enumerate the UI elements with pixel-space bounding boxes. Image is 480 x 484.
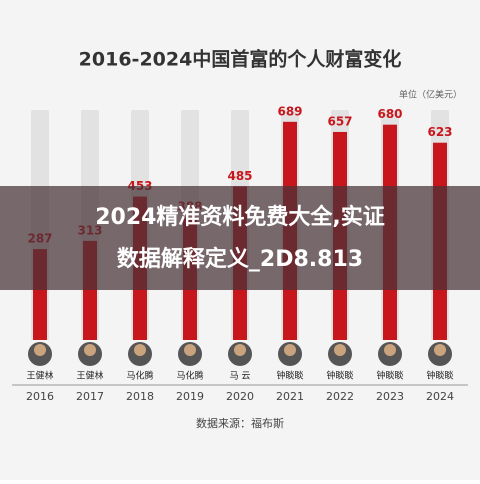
x-tick-label: 2023 [376,390,404,403]
person-name: 钟睒睒 [376,370,403,382]
x-tick-label: 2016 [26,390,54,403]
portrait-face [184,344,196,356]
person-name: 王健林 [26,370,53,382]
value-label: 657 [327,114,352,128]
portrait-face [234,344,246,356]
value-label: 623 [427,125,452,139]
x-tick-label: 2017 [76,390,104,403]
person-name: 马化腾 [126,370,153,382]
value-label: 689 [277,104,302,118]
portrait-face [334,344,346,356]
person-name: 钟睒睒 [326,370,353,382]
person-name: 钟睒睒 [276,370,303,382]
x-tick-label: 2020 [226,390,254,403]
x-tick-label: 2022 [326,390,354,403]
x-tick-label: 2021 [276,390,304,403]
chart-title: 2016-2024中国首富的个人财富变化 [79,48,402,71]
portrait-face [84,344,96,356]
overlay-text: 数据解释定义_2D8.813 [117,246,363,272]
portrait-face [384,344,396,356]
portrait-face [434,344,446,356]
x-tick-label: 2019 [176,390,204,403]
overlay-banner [0,186,480,290]
source: 数据来源：福布斯 [196,416,284,430]
unit-label: 单位（亿美元） [399,89,462,101]
portrait-face [134,344,146,356]
value-label: 485 [227,169,252,183]
person-name: 马 云 [230,371,251,382]
person-name: 钟睒睒 [426,370,453,382]
value-label: 680 [377,107,402,121]
overlay-text: 2024精准资料免费大全,实证 [95,204,385,230]
portrait-face [34,344,46,356]
person-name: 王健林 [76,370,103,382]
portrait-face [284,344,296,356]
x-tick-label: 2024 [426,390,454,403]
person-name: 马化腾 [176,370,203,382]
x-tick-label: 2018 [126,390,154,403]
